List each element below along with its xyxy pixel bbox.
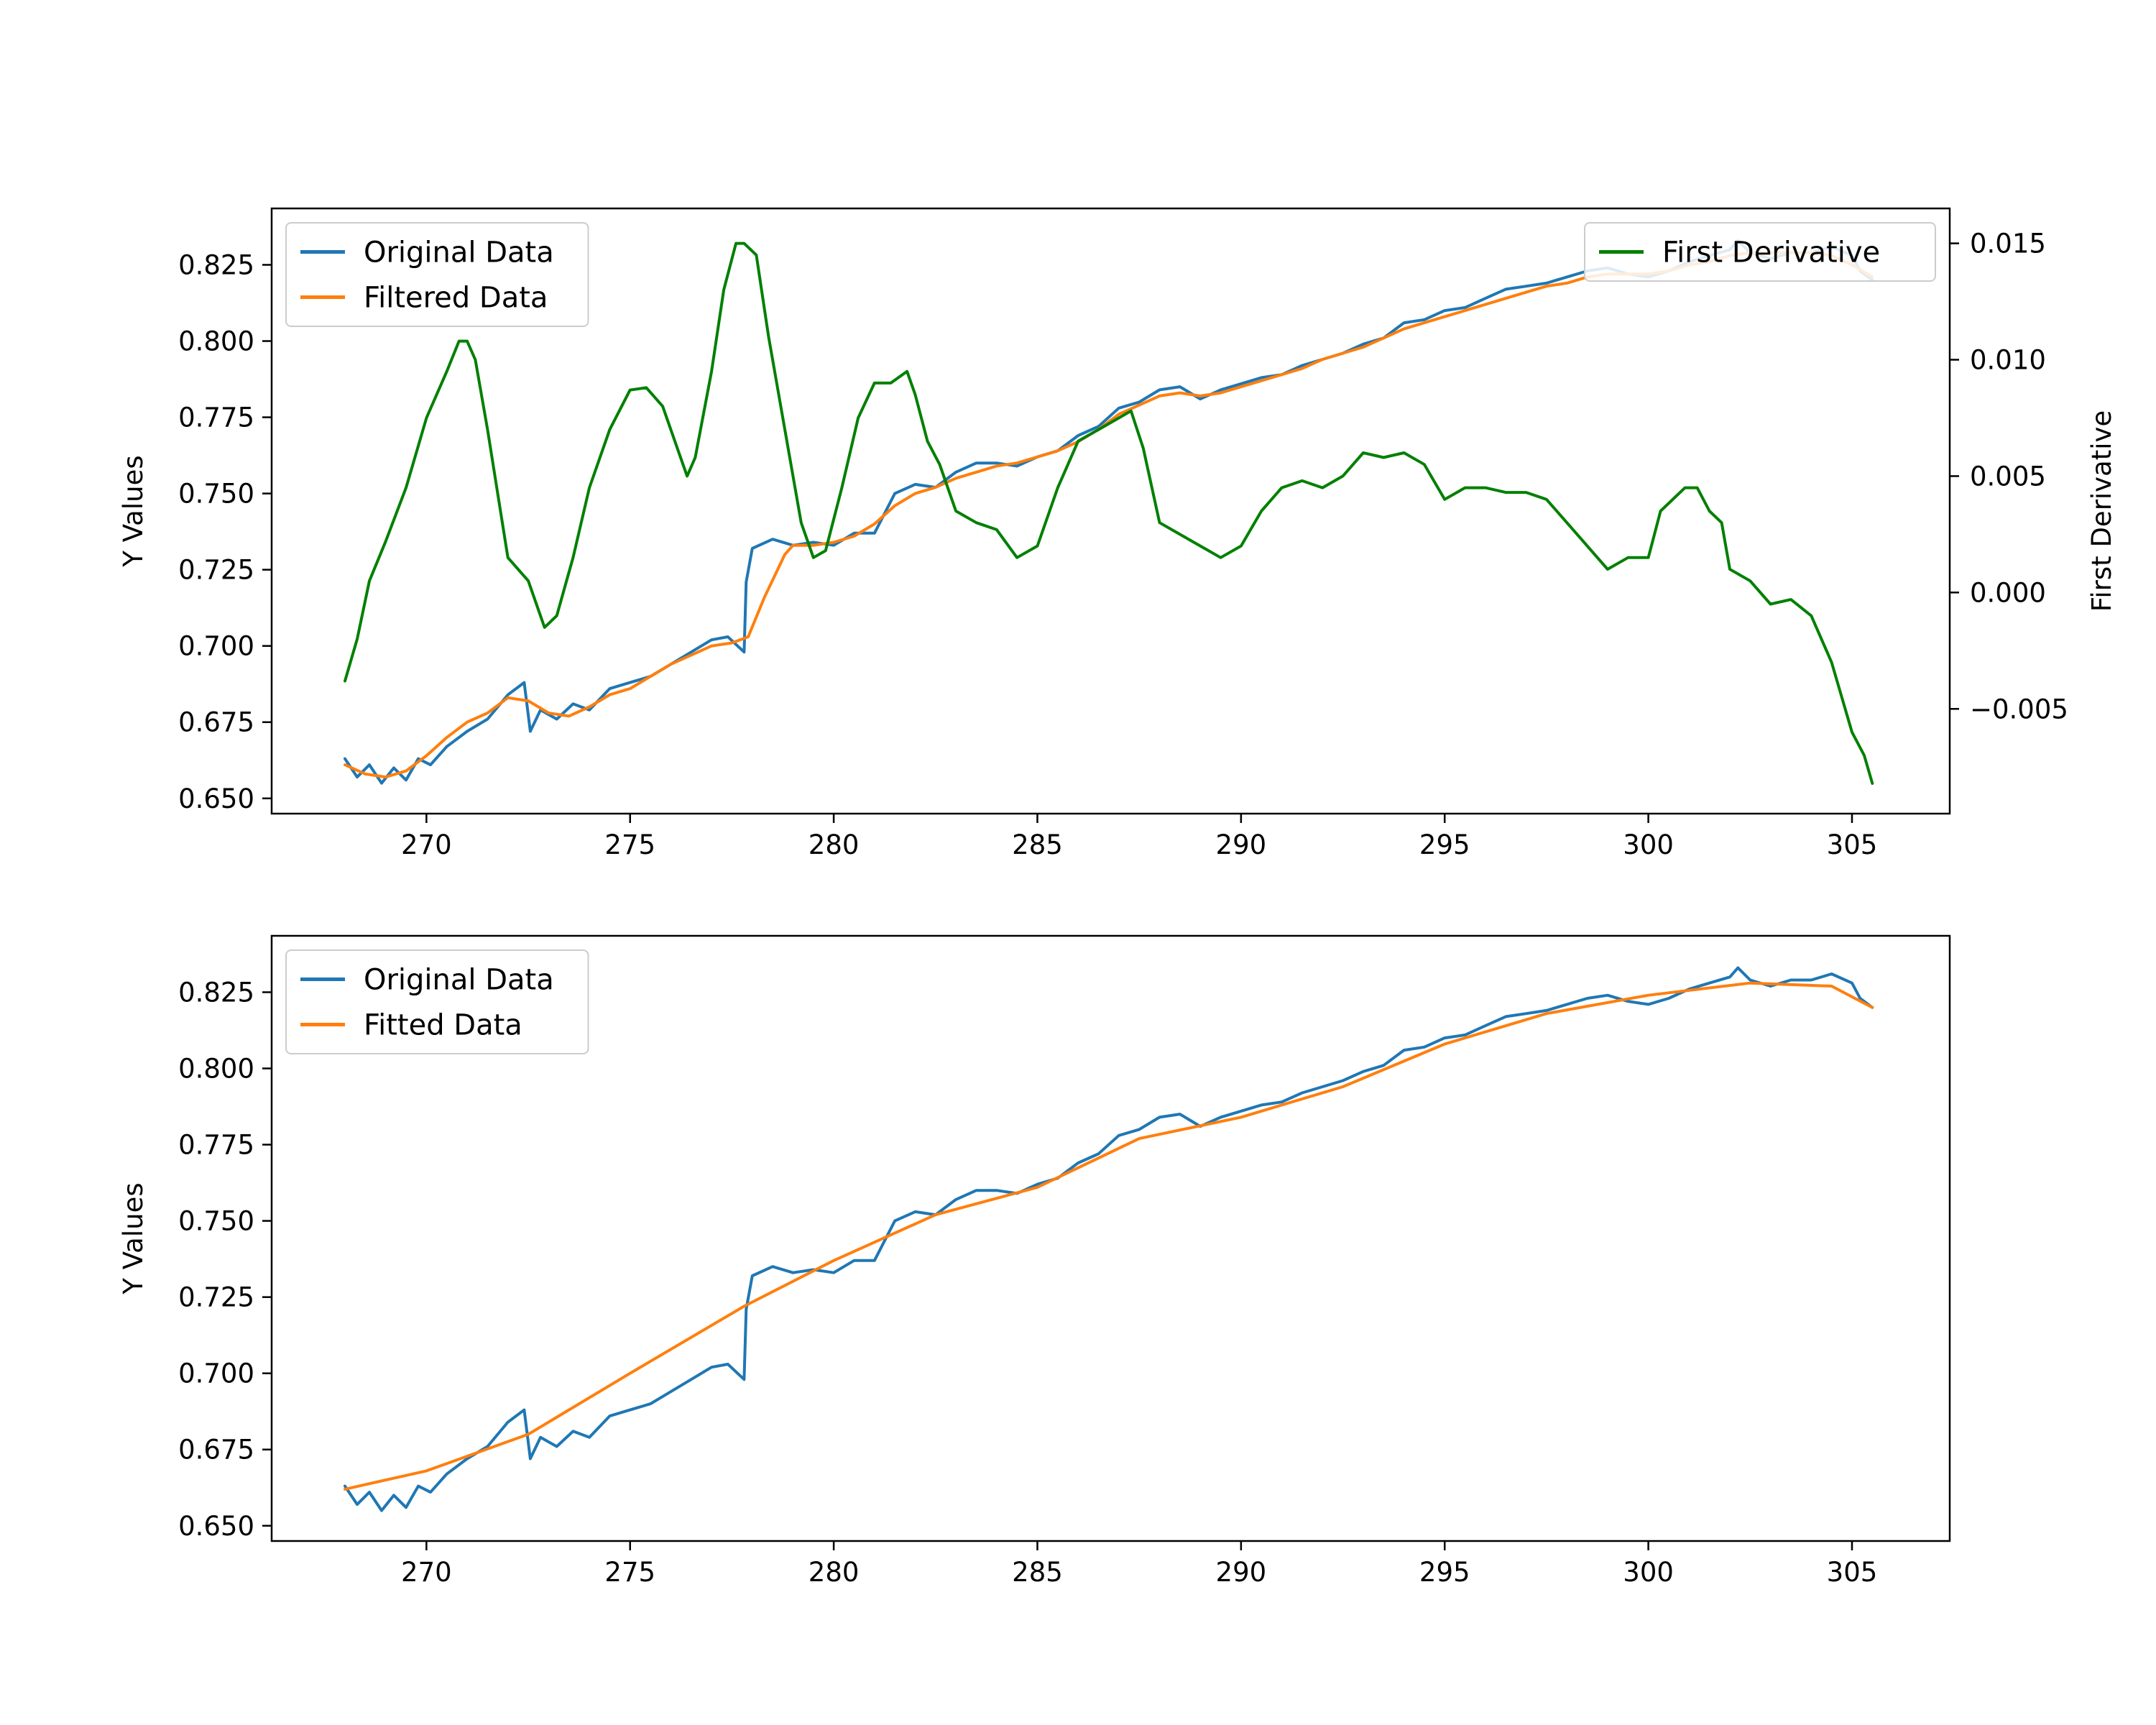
legend-left: Original Data Filtered Data <box>285 222 589 327</box>
y-tick-label: 0.775 <box>178 1130 254 1161</box>
bottom-panel: 270 275 280 285 290 295 300 305 0.650 0.675 0.700 0… <box>118 934 1951 1588</box>
y-tick-label: 0.675 <box>178 707 254 738</box>
legend-box <box>1584 222 1936 282</box>
y-tick-label: 0.750 <box>178 1206 254 1237</box>
y-tick-label: 0.700 <box>178 1358 254 1389</box>
x-tick-label: 275 <box>604 1557 655 1588</box>
legend-right: First Derivative <box>1584 222 1936 282</box>
y-tick-label: 0.800 <box>178 326 254 357</box>
x-tick-label: 275 <box>604 829 655 860</box>
series-line-filtered-data <box>344 251 1874 779</box>
y-axis-label: Y Values <box>118 1182 149 1294</box>
y2-tick-label: 0.015 <box>1970 229 2046 259</box>
y-tick-label: 0.650 <box>178 1511 254 1542</box>
axes-frame <box>270 207 1951 815</box>
x-tick-label: 270 <box>401 1557 452 1588</box>
y-tick-label: 0.725 <box>178 1282 254 1313</box>
x-tick-label: 270 <box>401 829 452 860</box>
x-tick-label: 280 <box>808 1557 860 1588</box>
x-tick-label: 300 <box>1623 1557 1674 1588</box>
axes-frame <box>270 934 1951 1542</box>
y-tick-label: 0.675 <box>178 1435 254 1466</box>
y2-axis-label: First Derivative <box>2086 410 2117 612</box>
y-tick-label: 0.725 <box>178 555 254 586</box>
x-tick-label: 285 <box>1012 829 1063 860</box>
y-tick-label: 0.700 <box>178 631 254 662</box>
y-tick-label: 0.775 <box>178 402 254 433</box>
y-tick-label: 0.800 <box>178 1054 254 1085</box>
x-tick-label: 295 <box>1419 829 1470 860</box>
x-tick-label: 295 <box>1419 1557 1470 1588</box>
series-line-fitted-data <box>344 981 1874 1491</box>
y-tick-label: 0.750 <box>178 479 254 510</box>
x-tick-label: 300 <box>1623 829 1674 860</box>
legend-label: Original Data <box>364 964 554 997</box>
x-tick-label: 305 <box>1827 829 1878 860</box>
series-line-first-derivative <box>344 242 1874 785</box>
y2-tick-label: −0.005 <box>1970 694 2068 724</box>
y2-tick-label: 0.010 <box>1970 345 2046 376</box>
plot-area <box>344 966 1874 1512</box>
legend-left: Original Data Fitted Data <box>285 949 589 1054</box>
x-tick-label: 290 <box>1216 829 1267 860</box>
legend-label: Fitted Data <box>364 1009 522 1042</box>
x-tick-label: 305 <box>1827 1557 1878 1588</box>
legend-box <box>285 949 589 1054</box>
legend-box <box>285 222 589 327</box>
legend-label: First Derivative <box>1662 236 1880 270</box>
y-tick-label: 0.650 <box>178 783 254 814</box>
x-tick-label: 280 <box>808 829 860 860</box>
x-tick-label: 285 <box>1012 1557 1063 1588</box>
x-tick-label: 290 <box>1216 1557 1267 1588</box>
y-tick-label: 0.825 <box>178 977 254 1008</box>
y-tick-label: 0.825 <box>178 249 254 280</box>
y2-tick-label: 0.005 <box>1970 461 2046 492</box>
top-panel: 270 275 280 285 290 295 300 305 0.650 0.675 0.700 0… <box>118 207 2117 860</box>
legend-label: Filtered Data <box>364 282 548 315</box>
y-axis-label: Y Values <box>118 455 149 567</box>
y2-tick-label: 0.000 <box>1970 577 2046 608</box>
legend-label: Original Data <box>364 236 554 270</box>
